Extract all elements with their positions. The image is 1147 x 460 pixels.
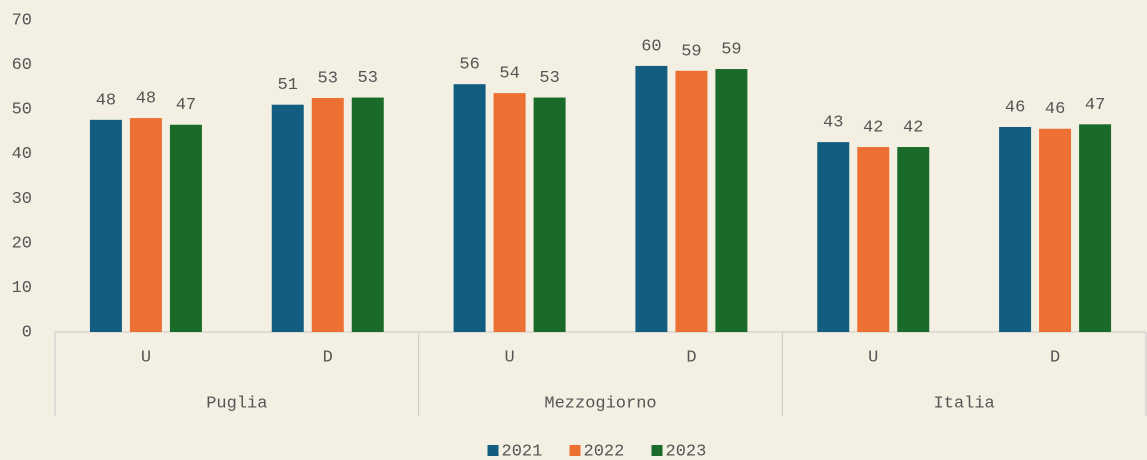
group-label: Puglia bbox=[206, 394, 267, 413]
value-label: 53 bbox=[358, 69, 378, 88]
value-label: 46 bbox=[1045, 100, 1065, 119]
value-label: 60 bbox=[641, 37, 661, 56]
bar bbox=[857, 147, 890, 332]
bar bbox=[635, 65, 668, 332]
value-label: 56 bbox=[459, 56, 479, 75]
bar bbox=[311, 98, 344, 332]
y-tick-label: 60 bbox=[12, 56, 32, 75]
legend-swatch bbox=[569, 445, 581, 456]
value-label: 53 bbox=[318, 69, 338, 88]
value-label: 43 bbox=[823, 114, 843, 133]
y-tick-label: 40 bbox=[12, 145, 32, 164]
x-tick-label: U bbox=[868, 348, 878, 367]
bar bbox=[715, 69, 748, 333]
bar bbox=[999, 126, 1032, 332]
value-label: 42 bbox=[903, 119, 923, 138]
x-tick-label: D bbox=[323, 348, 333, 367]
value-label: 59 bbox=[681, 42, 701, 61]
bar bbox=[817, 142, 850, 332]
value-label: 59 bbox=[721, 41, 741, 60]
value-label: 51 bbox=[278, 76, 298, 95]
bar bbox=[89, 119, 122, 332]
group-label: Italia bbox=[934, 394, 995, 413]
value-label: 53 bbox=[539, 69, 559, 88]
legend-swatch bbox=[651, 445, 663, 456]
legend-label: 2023 bbox=[666, 442, 707, 460]
x-tick-label: U bbox=[504, 348, 514, 367]
y-tick-label: 10 bbox=[12, 279, 32, 298]
x-tick-label: D bbox=[1050, 348, 1060, 367]
bar bbox=[533, 97, 566, 332]
bar bbox=[1039, 128, 1072, 332]
bar bbox=[169, 124, 202, 332]
bar bbox=[675, 70, 708, 332]
y-tick-label: 20 bbox=[12, 234, 32, 253]
y-tick-label: 50 bbox=[12, 101, 32, 120]
y-tick-label: 0 bbox=[22, 323, 32, 342]
bar bbox=[129, 118, 162, 332]
x-tick-label: D bbox=[686, 348, 696, 367]
legend-swatch bbox=[487, 445, 499, 456]
value-label: 42 bbox=[863, 119, 883, 138]
bar bbox=[271, 104, 304, 332]
bar bbox=[897, 147, 930, 332]
y-tick-label: 70 bbox=[12, 11, 32, 30]
legend-label: 2021 bbox=[502, 442, 543, 460]
group-label: Mezzogiorno bbox=[544, 394, 656, 413]
value-label: 54 bbox=[499, 65, 519, 84]
value-label: 48 bbox=[96, 91, 116, 110]
bar bbox=[493, 93, 526, 333]
bar bbox=[453, 84, 486, 332]
bar bbox=[1079, 124, 1112, 332]
legend-label: 2022 bbox=[584, 442, 625, 460]
bar bbox=[351, 97, 384, 332]
x-tick-label: U bbox=[141, 348, 151, 367]
value-label: 47 bbox=[176, 96, 196, 115]
value-label: 46 bbox=[1005, 98, 1025, 117]
value-label: 47 bbox=[1085, 96, 1105, 115]
y-tick-label: 30 bbox=[12, 190, 32, 209]
value-label: 48 bbox=[136, 90, 156, 109]
